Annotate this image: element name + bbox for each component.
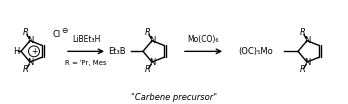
Text: N: N bbox=[304, 58, 310, 67]
Text: R: R bbox=[145, 28, 151, 37]
Text: (OC)₅Mo: (OC)₅Mo bbox=[239, 47, 274, 56]
Text: Cl: Cl bbox=[53, 30, 61, 39]
Text: R: R bbox=[23, 28, 29, 37]
Text: R: R bbox=[145, 65, 151, 74]
Text: H: H bbox=[13, 47, 19, 56]
Text: N: N bbox=[27, 58, 33, 67]
Text: "Carbene precursor": "Carbene precursor" bbox=[131, 93, 217, 102]
Text: Mo(CO)₆: Mo(CO)₆ bbox=[188, 35, 219, 44]
Text: LiBEt₃H: LiBEt₃H bbox=[72, 35, 100, 44]
Text: N: N bbox=[27, 36, 33, 45]
Text: N: N bbox=[149, 36, 155, 45]
Text: N: N bbox=[149, 58, 155, 67]
Text: R: R bbox=[23, 65, 29, 74]
Text: N: N bbox=[304, 36, 310, 45]
Text: Et₃B: Et₃B bbox=[108, 47, 126, 56]
Text: R: R bbox=[300, 28, 306, 37]
Text: R = ⁱPr, Mes: R = ⁱPr, Mes bbox=[65, 59, 107, 66]
Text: ⊖: ⊖ bbox=[61, 26, 67, 35]
Text: +: + bbox=[31, 47, 37, 56]
Text: R: R bbox=[300, 65, 306, 74]
